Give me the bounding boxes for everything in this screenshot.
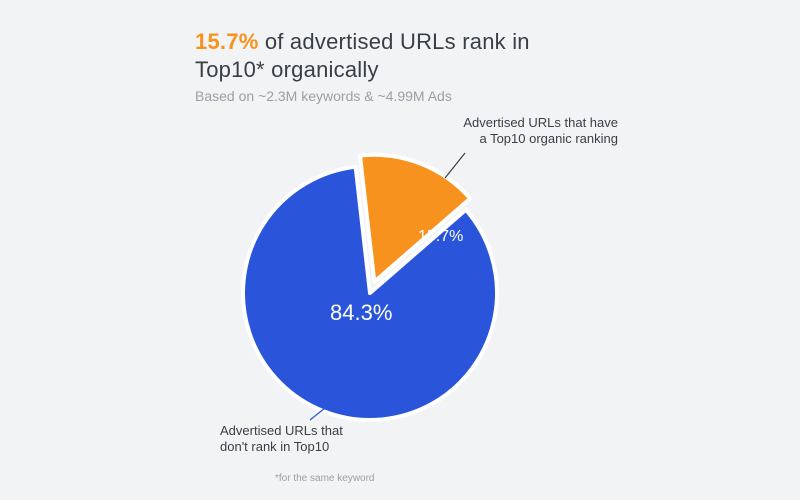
title-rest-1: of advertised URLs rank in [258, 29, 529, 54]
annotation-not-top10: Advertised URLs that don't rank in Top10 [220, 423, 420, 456]
title-highlight: 15.7% [195, 29, 258, 54]
annotation-top10-line2: a Top10 organic ranking [479, 131, 618, 146]
annotation-not-top10-line1: Advertised URLs that [220, 423, 343, 438]
chart-subtitle: Based on ~2.3M keywords & ~4.99M Ads [195, 88, 452, 104]
annotation-top10: Advertised URLs that have a Top10 organi… [413, 115, 618, 148]
title-line-2: Top10* organically [195, 57, 379, 82]
chart-title: 15.7% of advertised URLs rank in Top10* … [195, 28, 615, 83]
annotation-top10-line1: Advertised URLs that have [463, 115, 618, 130]
footnote: *for the same keyword [275, 473, 375, 484]
annotation-not-top10-line2: don't rank in Top10 [220, 439, 329, 454]
leader-line [445, 153, 465, 178]
infographic-canvas: 15.7% of advertised URLs rank in Top10* … [0, 0, 800, 500]
